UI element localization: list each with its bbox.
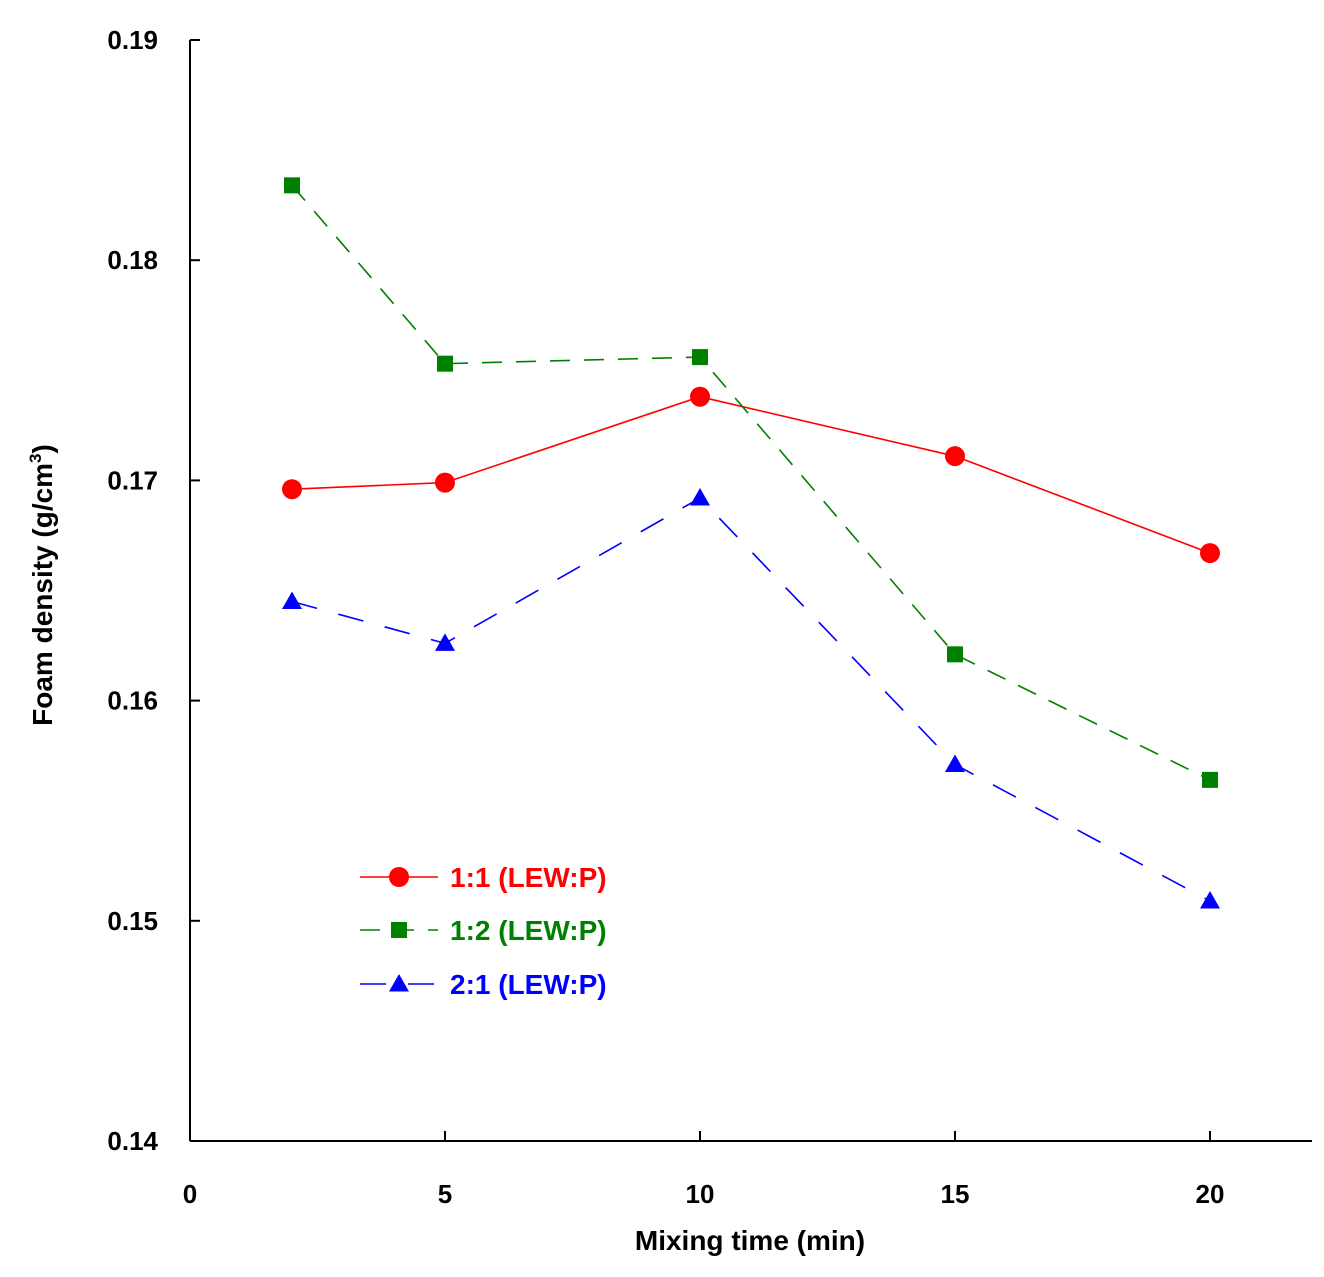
- data-point-circle: [945, 446, 965, 467]
- x-tick-label: 5: [438, 1179, 452, 1209]
- legend-label: 1:2 (LEW:P): [450, 915, 607, 946]
- y-axis-title-main: Foam density (g/cm: [27, 463, 58, 726]
- series-3: [282, 488, 1220, 909]
- series-2: [284, 177, 1218, 788]
- y-tick-label: 0.18: [107, 245, 158, 275]
- series-line: [291, 497, 1211, 902]
- y-axis-title-superscript: 3: [26, 453, 45, 462]
- data-point-triangle: [389, 974, 409, 992]
- y-tick-label: 0.15: [107, 906, 158, 936]
- series-line: [291, 395, 1211, 554]
- y-tick-label: 0.19: [107, 25, 158, 55]
- series-1: [282, 386, 1220, 564]
- series-layer: [282, 177, 1220, 909]
- data-point-triangle: [282, 591, 302, 610]
- data-point-square: [1202, 771, 1218, 788]
- x-tick-label: 0: [183, 1179, 197, 1209]
- data-point-square: [692, 349, 708, 366]
- y-axis-ticks: 0.14 0.15 0.16 0.17 0.18 0.19: [107, 25, 200, 1156]
- data-point-square: [391, 922, 407, 938]
- data-point-triangle: [690, 488, 710, 506]
- legend-label: 1:1 (LEW:P): [450, 862, 607, 893]
- data-point-square: [947, 646, 963, 663]
- y-tick-label: 0.16: [107, 686, 158, 716]
- legend-label: 2:1 (LEW:P): [450, 969, 607, 1000]
- x-tick-label: 10: [686, 1179, 715, 1209]
- data-point-circle: [1200, 543, 1220, 564]
- data-point-circle: [389, 867, 409, 887]
- x-tick-label: 15: [941, 1179, 970, 1209]
- y-axis-title-close: ): [27, 444, 58, 453]
- legend-item-1: 1:1 (LEW:P): [360, 862, 607, 893]
- data-point-triangle: [945, 754, 965, 772]
- data-point-triangle: [1200, 890, 1220, 909]
- y-tick-label: 0.17: [107, 465, 158, 495]
- data-point-square: [437, 355, 453, 372]
- data-point-circle: [282, 479, 302, 500]
- legend: 1:1 (LEW:P) 1:2 (LEW:P) 2:1 (LEW:P): [360, 862, 607, 1000]
- legend-item-2: 1:2 (LEW:P): [360, 915, 607, 946]
- data-point-circle: [690, 386, 710, 407]
- x-tick-label: 20: [1196, 1179, 1225, 1209]
- legend-item-3: 2:1 (LEW:P): [360, 969, 607, 1000]
- axes: [189, 40, 1312, 1142]
- data-point-triangle: [435, 633, 455, 651]
- data-point-circle: [435, 472, 455, 493]
- y-tick-label: 0.14: [107, 1126, 158, 1156]
- x-axis-title: Mixing time (min): [635, 1225, 865, 1256]
- data-point-square: [284, 177, 300, 194]
- y-axis-title: Foam density (g/cm3): [26, 444, 58, 726]
- x-axis-ticks: 0 5 10 15 20: [183, 1131, 1225, 1209]
